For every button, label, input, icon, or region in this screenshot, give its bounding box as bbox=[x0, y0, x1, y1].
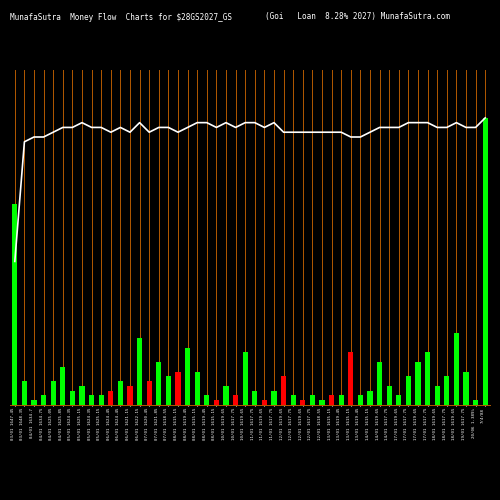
Bar bbox=[368, 390, 372, 405]
Bar bbox=[281, 376, 286, 405]
Bar bbox=[262, 400, 267, 405]
Bar bbox=[60, 366, 66, 405]
Bar bbox=[300, 400, 306, 405]
Bar bbox=[320, 400, 324, 405]
Bar bbox=[386, 386, 392, 405]
Bar bbox=[80, 386, 84, 405]
Text: MunafaSutra  Money Flow  Charts for $28GS2027_GS: MunafaSutra Money Flow Charts for $28GS2… bbox=[10, 12, 232, 22]
Bar bbox=[146, 381, 152, 405]
Bar bbox=[252, 390, 258, 405]
Bar bbox=[329, 396, 334, 405]
Bar bbox=[464, 372, 468, 405]
Bar bbox=[348, 352, 354, 405]
Bar bbox=[32, 400, 36, 405]
Bar bbox=[434, 386, 440, 405]
Bar bbox=[242, 352, 248, 405]
Bar bbox=[41, 396, 46, 405]
Bar bbox=[272, 390, 276, 405]
Bar bbox=[176, 372, 180, 405]
Bar bbox=[310, 396, 315, 405]
Bar bbox=[425, 352, 430, 405]
Bar bbox=[50, 381, 56, 405]
Bar bbox=[416, 362, 420, 405]
Text: (Goi   Loan  8.28% 2027) MunafaSutra.com: (Goi Loan 8.28% 2027) MunafaSutra.com bbox=[265, 12, 450, 22]
Bar bbox=[12, 204, 18, 405]
Bar bbox=[204, 396, 210, 405]
Bar bbox=[377, 362, 382, 405]
Bar bbox=[137, 338, 142, 405]
Bar bbox=[156, 362, 162, 405]
Bar bbox=[118, 381, 123, 405]
Bar bbox=[166, 376, 171, 405]
Bar bbox=[454, 333, 459, 405]
Bar bbox=[233, 396, 238, 405]
Bar bbox=[185, 348, 190, 405]
Bar bbox=[406, 376, 411, 405]
Bar bbox=[224, 386, 228, 405]
Bar bbox=[358, 396, 363, 405]
Bar bbox=[396, 396, 402, 405]
Bar bbox=[22, 381, 27, 405]
Bar bbox=[194, 372, 200, 405]
Bar bbox=[214, 400, 219, 405]
Bar bbox=[338, 396, 344, 405]
Bar bbox=[473, 400, 478, 405]
Bar bbox=[89, 396, 94, 405]
Bar bbox=[128, 386, 132, 405]
Bar bbox=[98, 396, 104, 405]
Bar bbox=[444, 376, 450, 405]
Bar bbox=[482, 118, 488, 405]
Bar bbox=[70, 390, 75, 405]
Bar bbox=[290, 396, 296, 405]
Bar bbox=[108, 390, 114, 405]
